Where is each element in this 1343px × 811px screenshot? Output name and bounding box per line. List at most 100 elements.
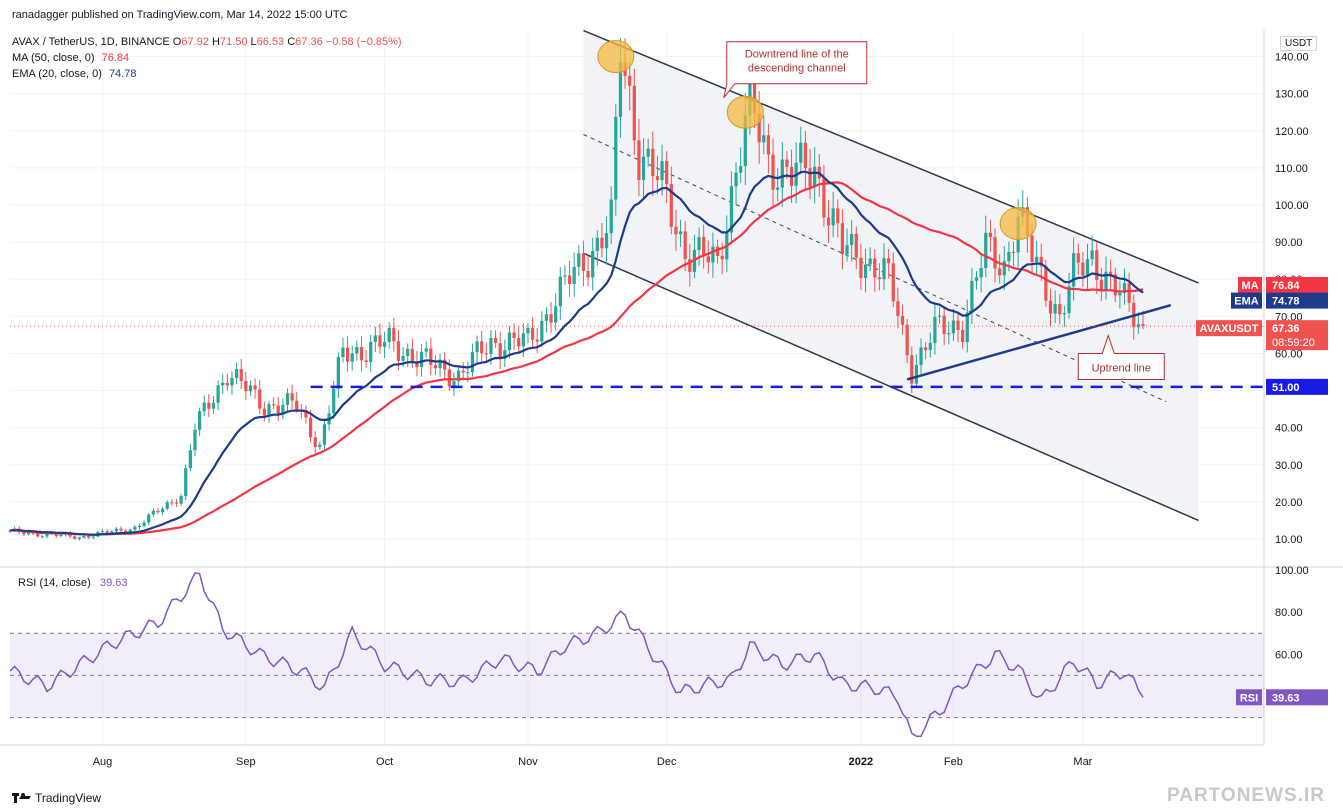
- candle-body[interactable]: [318, 444, 322, 448]
- candle-body[interactable]: [951, 320, 956, 334]
- candle-body[interactable]: [308, 417, 313, 438]
- candle-body[interactable]: [1002, 261, 1006, 276]
- candle-body[interactable]: [697, 237, 701, 250]
- candle-body[interactable]: [840, 223, 845, 255]
- currency-unit[interactable]: USDT: [1280, 36, 1318, 51]
- candle-body[interactable]: [530, 327, 535, 340]
- candle-body[interactable]: [1113, 274, 1117, 296]
- candle-body[interactable]: [184, 468, 188, 497]
- candle-body[interactable]: [771, 154, 775, 190]
- candle-body[interactable]: [207, 402, 211, 409]
- candle-body[interactable]: [8, 530, 12, 532]
- candle-body[interactable]: [822, 178, 826, 218]
- candle-body[interactable]: [68, 533, 72, 537]
- candle-body[interactable]: [595, 237, 599, 252]
- candle-body[interactable]: [221, 382, 225, 386]
- candle-body[interactable]: [887, 258, 891, 264]
- candle-body[interactable]: [26, 532, 31, 535]
- candle-body[interactable]: [863, 264, 868, 279]
- candle-body[interactable]: [512, 332, 516, 339]
- candle-body[interactable]: [142, 522, 146, 526]
- candle-body[interactable]: [558, 276, 562, 307]
- candle-body[interactable]: [1095, 250, 1099, 280]
- candle-body[interactable]: [826, 217, 831, 226]
- candle-body[interactable]: [743, 115, 747, 167]
- candle-body[interactable]: [614, 116, 618, 200]
- candle-body[interactable]: [170, 502, 174, 504]
- candle-body[interactable]: [373, 335, 377, 342]
- candle-body[interactable]: [193, 429, 197, 451]
- candle-body[interactable]: [281, 404, 285, 414]
- candle-body[interactable]: [271, 404, 276, 406]
- candle-body[interactable]: [160, 508, 165, 513]
- candle-body[interactable]: [924, 347, 928, 351]
- candle-body[interactable]: [59, 534, 63, 537]
- candle-body[interactable]: [928, 342, 932, 351]
- candle-body[interactable]: [216, 385, 220, 403]
- candle-body[interactable]: [452, 381, 456, 387]
- candle-body[interactable]: [447, 369, 451, 387]
- candle-body[interactable]: [489, 337, 493, 355]
- candle-body[interactable]: [137, 525, 142, 527]
- candle-body[interactable]: [1141, 324, 1145, 327]
- candle-body[interactable]: [225, 382, 229, 386]
- candle-body[interactable]: [882, 258, 886, 280]
- candle-body[interactable]: [77, 537, 81, 539]
- ma-legend[interactable]: MA (50, close, 0) 76.84: [12, 51, 129, 65]
- candle-body[interactable]: [1109, 271, 1113, 275]
- candle-body[interactable]: [438, 359, 442, 369]
- candle-body[interactable]: [179, 496, 183, 504]
- candle-body[interactable]: [359, 346, 364, 361]
- candle-body[interactable]: [285, 393, 290, 405]
- candle-body[interactable]: [165, 502, 169, 509]
- candle-body[interactable]: [808, 168, 812, 187]
- candle-body[interactable]: [734, 172, 738, 187]
- candle-body[interactable]: [799, 142, 803, 163]
- candle-body[interactable]: [678, 231, 683, 235]
- candle-body[interactable]: [1035, 256, 1039, 263]
- candle-body[interactable]: [919, 347, 923, 366]
- candle-body[interactable]: [36, 533, 40, 537]
- candle-body[interactable]: [1007, 251, 1011, 262]
- candle-body[interactable]: [748, 70, 752, 116]
- candle-body[interactable]: [660, 161, 664, 181]
- candle-body[interactable]: [419, 351, 424, 368]
- candle-body[interactable]: [998, 268, 1002, 276]
- ma50-line[interactable]: [9, 181, 1144, 536]
- candle-body[interactable]: [1076, 253, 1080, 263]
- candle-body[interactable]: [609, 199, 613, 234]
- candle-body[interactable]: [854, 234, 858, 258]
- candle-body[interactable]: [739, 166, 743, 173]
- candle-body[interactable]: [313, 437, 317, 448]
- candle-body[interactable]: [211, 402, 216, 409]
- candle-body[interactable]: [706, 256, 710, 263]
- candle-body[interactable]: [82, 536, 86, 538]
- candle-body[interactable]: [382, 342, 387, 347]
- candle-body[interactable]: [572, 266, 576, 284]
- candle-body[interactable]: [410, 348, 414, 362]
- candle-body[interactable]: [86, 536, 91, 538]
- candle-body[interactable]: [674, 226, 678, 235]
- candle-body[interactable]: [850, 234, 854, 246]
- candle-body[interactable]: [544, 314, 549, 321]
- candle-body[interactable]: [813, 166, 817, 187]
- candle-body[interactable]: [965, 312, 969, 343]
- symbol-label[interactable]: AVAX / TetherUS, 1D, BINANCE: [12, 36, 170, 48]
- candle-body[interactable]: [110, 531, 114, 534]
- candle-body[interactable]: [729, 186, 734, 233]
- candle-body[interactable]: [470, 352, 475, 373]
- candle-body[interactable]: [974, 277, 979, 281]
- candle-body[interactable]: [591, 251, 595, 278]
- candle-body[interactable]: [429, 348, 433, 365]
- candle-body[interactable]: [914, 365, 919, 384]
- candle-body[interactable]: [586, 270, 590, 278]
- candle-body[interactable]: [720, 255, 724, 260]
- candle-body[interactable]: [147, 514, 151, 523]
- candle-body[interactable]: [484, 353, 488, 355]
- candle-body[interactable]: [248, 385, 253, 392]
- candle-body[interactable]: [304, 410, 308, 418]
- candle-body[interactable]: [401, 356, 405, 361]
- candle-body[interactable]: [45, 533, 49, 537]
- candle-body[interactable]: [646, 148, 650, 157]
- candle-body[interactable]: [498, 343, 502, 359]
